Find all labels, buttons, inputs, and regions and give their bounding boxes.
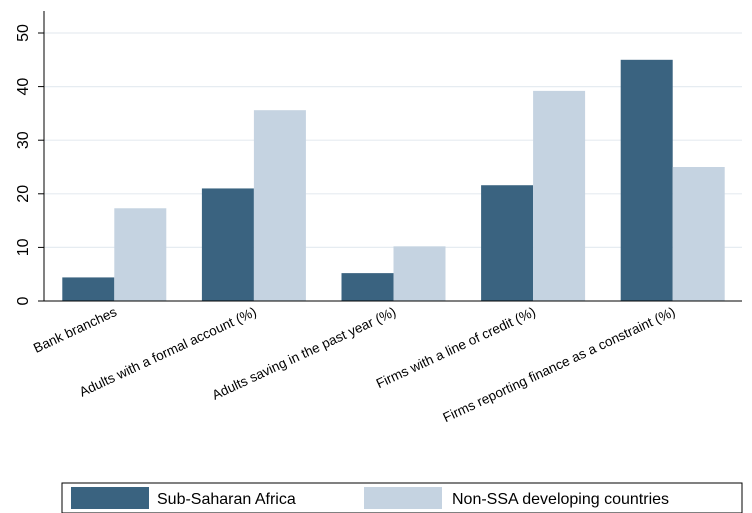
y-tick-label: 10	[15, 238, 32, 256]
y-tick-labels: 0 10 20 30 40 50	[15, 24, 32, 305]
bar	[253, 110, 306, 302]
legend-label: Sub-Saharan Africa	[157, 491, 296, 508]
legend-label: Non-SSA developing countries	[452, 491, 669, 508]
bar	[114, 208, 167, 301]
axes	[38, 11, 742, 302]
category-label: Bank branches	[31, 304, 119, 356]
y-tick-label: 40	[15, 78, 32, 96]
bar	[341, 273, 394, 301]
y-tick-label: 0	[15, 296, 32, 305]
bar	[393, 246, 446, 301]
y-tick-label: 30	[15, 131, 32, 149]
bar	[672, 167, 725, 301]
bar	[62, 277, 115, 301]
category-label: Firms reporting finance as a constraint …	[441, 304, 678, 425]
bar	[201, 188, 254, 301]
bar	[620, 59, 673, 301]
bar	[533, 90, 586, 301]
y-tick-label: 50	[15, 24, 32, 42]
y-tick-label: 20	[15, 185, 32, 203]
legend-swatch	[364, 487, 442, 509]
legend-swatch	[71, 487, 149, 509]
bar	[481, 185, 534, 301]
bars	[62, 59, 725, 302]
legend: Sub-Saharan Africa Non-SSA developing cou…	[61, 482, 743, 513]
